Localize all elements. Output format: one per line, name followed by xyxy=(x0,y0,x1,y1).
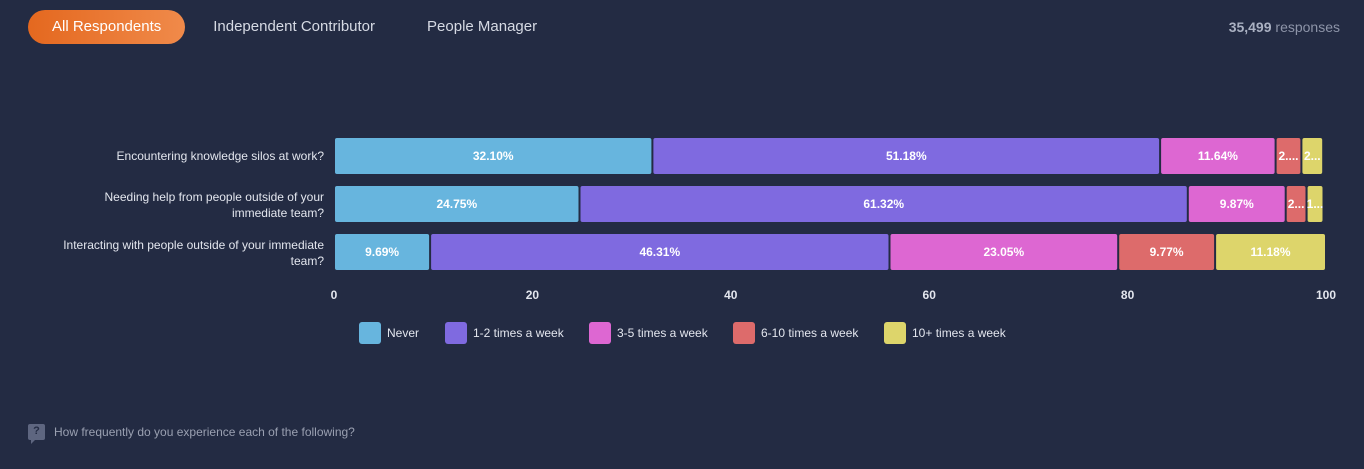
x-tick-label: 100 xyxy=(1316,288,1336,302)
bar-segment[interactable] xyxy=(1276,138,1301,174)
legend-label[interactable]: 3-5 times a week xyxy=(617,326,709,340)
question-icon: ? xyxy=(28,424,45,444)
legend-swatch[interactable] xyxy=(445,322,467,344)
bar-segment[interactable] xyxy=(335,138,652,174)
x-tick-label: 40 xyxy=(724,288,738,302)
bar-value-label: 11.18% xyxy=(1250,245,1290,259)
x-tick-label: 20 xyxy=(526,288,540,302)
bar-segment[interactable] xyxy=(1161,138,1275,174)
bar-segment[interactable] xyxy=(431,234,889,270)
bar-value-label: 46.31% xyxy=(639,245,680,259)
legend-label[interactable]: 6-10 times a week xyxy=(761,326,859,340)
bar-segment[interactable] xyxy=(1119,234,1215,270)
bar-value-label: 9.69% xyxy=(365,245,399,259)
bar-segment[interactable] xyxy=(335,186,579,222)
bar-segment[interactable] xyxy=(1307,186,1323,222)
bar-value-label: 9.77% xyxy=(1150,245,1184,259)
tab-all-respondents[interactable]: All Respondents xyxy=(28,10,186,44)
response-count: 35,499 responses xyxy=(1229,19,1340,35)
category-label: Needing help from people outside of your… xyxy=(105,190,325,220)
bar-value-label: 24.75% xyxy=(436,197,477,211)
stacked-bar-chart: Encountering knowledge silos at work? Nee… xyxy=(63,138,1336,344)
bar-segment[interactable] xyxy=(580,186,1187,222)
response-count-number: 35,499 xyxy=(1228,19,1272,35)
bar-value-label: 23.05% xyxy=(983,245,1024,259)
bar-value-label: 32.10% xyxy=(473,149,514,163)
legend-swatch[interactable] xyxy=(884,322,906,344)
category-label: Interacting with people outside of your … xyxy=(63,238,324,268)
x-tick-label: 80 xyxy=(1121,288,1135,302)
legend-swatch[interactable] xyxy=(589,322,611,344)
bar-segment[interactable] xyxy=(653,138,1160,174)
bar-value-label: 2... xyxy=(1304,149,1321,163)
legend-swatch[interactable] xyxy=(733,322,755,344)
question-text: How frequently do you experience each of… xyxy=(54,425,355,439)
legend-label[interactable]: 1-2 times a week xyxy=(473,326,565,340)
bar-value-label: 9.87% xyxy=(1220,197,1254,211)
bar-value-label: 61.32% xyxy=(863,197,904,211)
legend-swatch[interactable] xyxy=(359,322,381,344)
response-count-label: responses xyxy=(1275,19,1340,35)
tab-people-manager[interactable]: People Manager xyxy=(427,18,538,35)
bar-segment[interactable] xyxy=(1188,186,1285,222)
bar-value-label: 51.18% xyxy=(886,149,927,163)
bar-value-label: 11.64% xyxy=(1198,149,1238,163)
bar-segment[interactable] xyxy=(1286,186,1306,222)
bar-value-label: 2... xyxy=(1288,197,1305,211)
legend-label[interactable]: 10+ times a week xyxy=(912,326,1007,340)
question-footer: ? How frequently do you experience each … xyxy=(28,424,355,444)
respondent-tabs: All Respondents Independent Contributor … xyxy=(28,10,565,44)
bar-value-label: 1... xyxy=(1307,197,1324,211)
legend-label[interactable]: Never xyxy=(387,326,419,340)
bar-value-label: 2.... xyxy=(1278,149,1298,163)
x-tick-label: 60 xyxy=(923,288,937,302)
bar-segment[interactable] xyxy=(890,234,1118,270)
bar-segment[interactable] xyxy=(1302,138,1323,174)
x-tick-label: 0 xyxy=(331,288,338,302)
bar-segment[interactable] xyxy=(335,234,430,270)
bar-segment[interactable] xyxy=(1216,234,1325,270)
category-label: Encountering knowledge silos at work? xyxy=(117,149,325,163)
tab-independent-contributor[interactable]: Independent Contributor xyxy=(213,18,376,35)
